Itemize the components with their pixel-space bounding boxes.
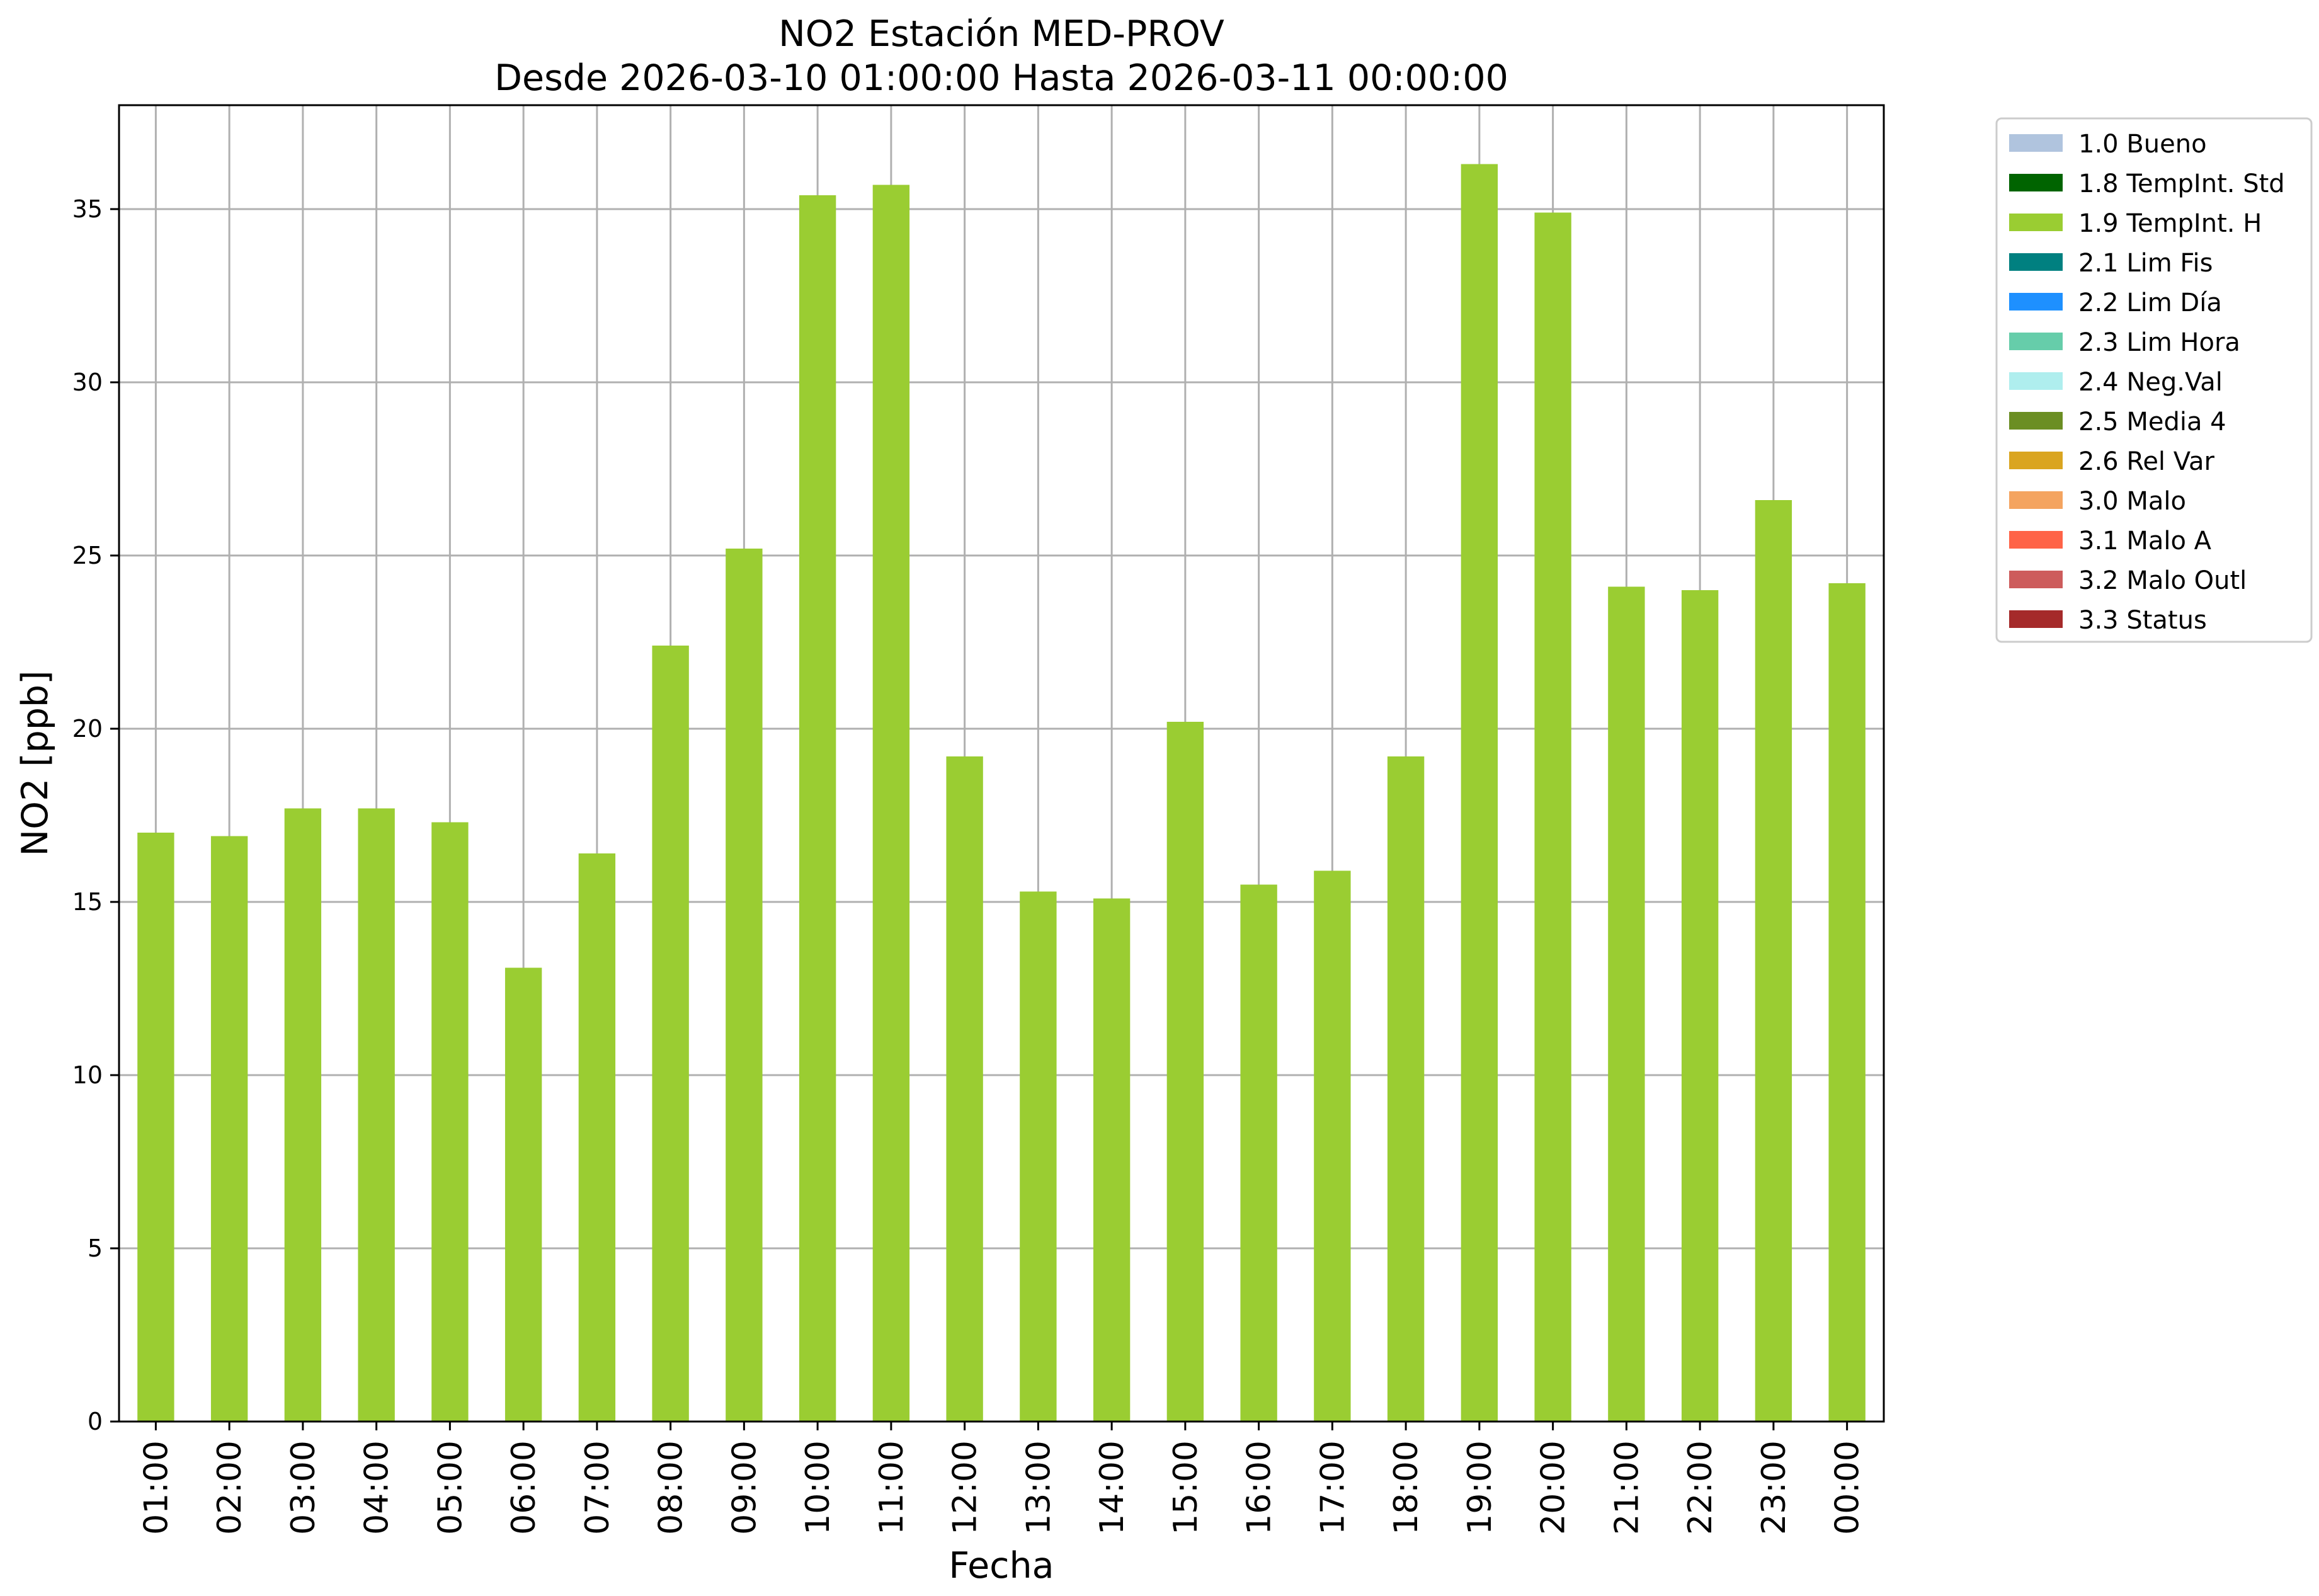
legend-swatch — [2009, 333, 2063, 350]
x-tick-label: 11:00 — [873, 1440, 911, 1535]
legend: 1.0 Bueno 1.8 TempInt. Std 1.9 TempInt. H 2… — [1995, 117, 2313, 643]
bar-21:00 — [1608, 586, 1645, 1422]
bar-13:00 — [1020, 891, 1057, 1422]
legend-label: 2.5 Media 4 — [2078, 408, 2226, 436]
x-tick-label: 01:00 — [137, 1440, 175, 1535]
x-tick-label: 15:00 — [1167, 1440, 1205, 1535]
x-tick-label: 14:00 — [1093, 1440, 1131, 1535]
legend-label: 2.4 Neg.Val — [2078, 368, 2223, 397]
bar-20:00 — [1534, 212, 1571, 1422]
legend-swatch — [2009, 293, 2063, 311]
y-tick-label: 15 — [72, 888, 103, 916]
x-tick-label: 04:00 — [358, 1440, 396, 1535]
legend-swatch — [2009, 412, 2063, 430]
y-tick-label: 35 — [72, 195, 103, 223]
legend-frame — [1995, 117, 2313, 643]
bar-07:00 — [578, 853, 616, 1422]
bar-03:00 — [284, 808, 322, 1422]
legend-swatch — [2009, 610, 2063, 628]
legend-items: 1.0 Bueno 1.8 TempInt. Std 1.9 TempInt. H 2… — [2009, 130, 2285, 635]
legend-label: 1.9 TempInt. H — [2078, 209, 2262, 238]
x-tick-label: 08:00 — [652, 1440, 690, 1535]
bar-04:00 — [358, 808, 395, 1422]
legend-label: 2.6 Rel Var — [2078, 447, 2215, 476]
bar-11:00 — [872, 185, 910, 1422]
legend-swatch — [2009, 452, 2063, 469]
legend-swatch — [2009, 491, 2063, 509]
y-tick-label: 5 — [88, 1234, 103, 1262]
y-tick-label: 10 — [72, 1061, 103, 1089]
legend-label: 3.3 Status — [2078, 606, 2207, 635]
chart-title: NO2 Estación MED-PROV — [778, 13, 1224, 55]
x-tick-label: 17:00 — [1314, 1440, 1352, 1535]
bar-02:00 — [210, 836, 248, 1422]
legend-swatch — [2009, 253, 2063, 271]
x-tick-label: 22:00 — [1682, 1440, 1719, 1535]
x-tick-label: 06:00 — [505, 1440, 543, 1535]
y-tick-label: 0 — [88, 1408, 103, 1435]
x-tick-label: 03:00 — [285, 1440, 322, 1535]
legend-label: 3.2 Malo Outl — [2078, 566, 2247, 595]
y-tick-label: 30 — [72, 368, 103, 396]
bar-22:00 — [1681, 590, 1719, 1422]
y-tick-label: 20 — [72, 715, 103, 743]
x-tick-label: 00:00 — [1829, 1440, 1867, 1535]
x-axis-ticks: 01:00 02:00 03:00 04:00 05:00 06:00 07:00 08:00… — [137, 1422, 1867, 1535]
bar-14:00 — [1093, 898, 1131, 1422]
x-tick-label: 05:00 — [431, 1440, 469, 1535]
bar-01:00 — [137, 833, 174, 1422]
bar-05:00 — [431, 822, 469, 1422]
x-axis-label: Fecha — [949, 1545, 1054, 1587]
legend-label: 2.2 Lim Día — [2078, 288, 2222, 317]
y-tick-label: 25 — [72, 542, 103, 569]
legend-label: 2.1 Lim Fis — [2078, 249, 2213, 278]
legend-label: 2.3 Lim Hora — [2078, 328, 2240, 357]
legend-swatch — [2009, 531, 2063, 549]
chart-subtitle: Desde 2026-03-10 01:00:00 Hasta 2026-03-… — [494, 57, 1508, 99]
legend-label: 1.8 TempInt. Std — [2078, 169, 2285, 198]
legend-swatch — [2009, 214, 2063, 231]
y-axis-label: NO2 [ppb] — [14, 671, 56, 857]
x-tick-label: 13:00 — [1020, 1440, 1057, 1535]
bar-23:00 — [1755, 500, 1792, 1422]
bar-06:00 — [504, 967, 542, 1422]
legend-swatch — [2009, 174, 2063, 191]
legend-label: 1.0 Bueno — [2078, 130, 2207, 159]
bars — [137, 164, 1866, 1422]
legend-swatch — [2009, 571, 2063, 588]
x-tick-label: 09:00 — [726, 1440, 763, 1535]
x-tick-label: 16:00 — [1241, 1440, 1279, 1535]
x-tick-label: 12:00 — [947, 1440, 984, 1535]
bar-16:00 — [1240, 884, 1277, 1422]
x-tick-label: 18:00 — [1387, 1440, 1425, 1535]
x-tick-label: 20:00 — [1535, 1440, 1573, 1535]
x-tick-label: 02:00 — [211, 1440, 249, 1535]
bar-08:00 — [652, 646, 689, 1422]
bar-10:00 — [799, 195, 836, 1422]
bar-19:00 — [1461, 164, 1498, 1422]
plot-frame — [118, 104, 1885, 1423]
bar-18:00 — [1387, 756, 1425, 1422]
bar-15:00 — [1166, 722, 1204, 1422]
x-tick-label: 10:00 — [799, 1440, 837, 1535]
bar-09:00 — [726, 549, 763, 1422]
x-tick-label: 21:00 — [1608, 1440, 1646, 1535]
legend-swatch — [2009, 134, 2063, 152]
legend-swatch — [2009, 372, 2063, 390]
x-tick-label: 19:00 — [1461, 1440, 1499, 1535]
x-tick-label: 23:00 — [1755, 1440, 1793, 1535]
legend-label: 3.1 Malo A — [2078, 527, 2212, 556]
bar-17:00 — [1314, 870, 1351, 1422]
x-tick-label: 07:00 — [579, 1440, 617, 1535]
legend-label: 3.0 Malo — [2078, 487, 2186, 516]
bar-00:00 — [1828, 583, 1866, 1422]
bar-12:00 — [946, 756, 983, 1422]
y-axis-ticks: 0 5 10 15 20 25 30 35 — [72, 195, 119, 1435]
